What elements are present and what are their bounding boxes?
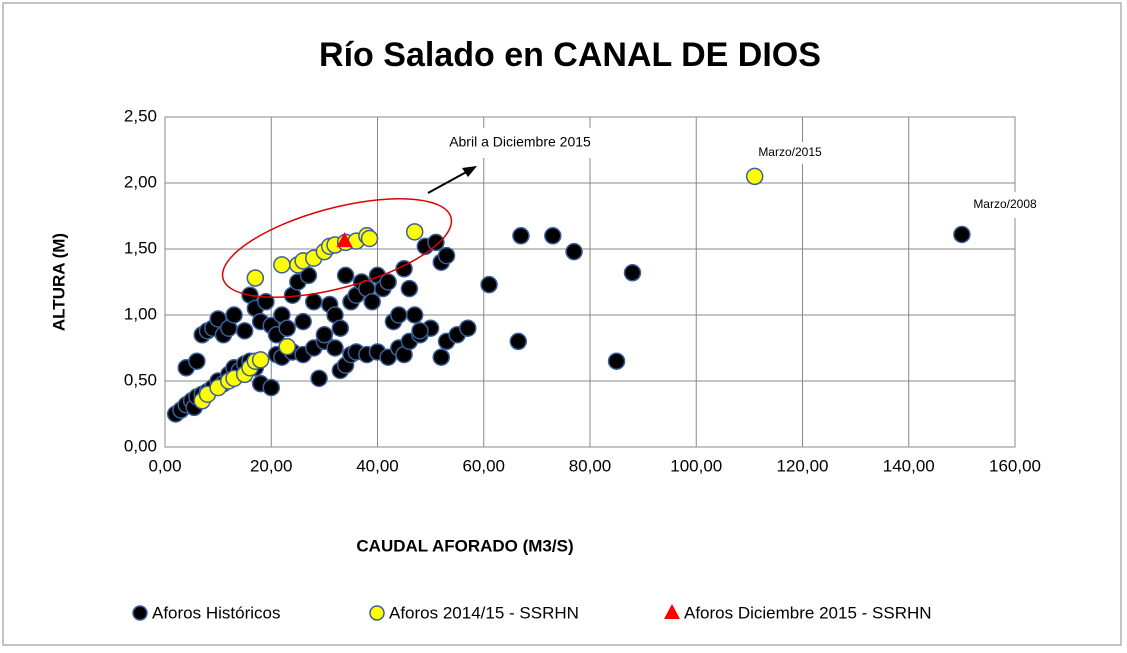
point [427, 233, 445, 252]
y-tick-label: 0,00 [124, 436, 157, 455]
point [480, 275, 498, 294]
point [278, 337, 296, 356]
chart-title: Río Salado en CANAL DE DIOS [319, 36, 821, 74]
point [509, 332, 528, 351]
point [432, 348, 450, 366]
x-tick-label: 140,00 [883, 456, 935, 475]
point [315, 326, 334, 344]
legend-marker [369, 605, 385, 621]
y-tick-label: 1,50 [124, 238, 157, 257]
point [326, 339, 344, 357]
y-tick-label: 2,00 [124, 172, 157, 191]
y-axis-label: ALTURA (M) [49, 233, 68, 331]
x-tick-label: 20,00 [250, 456, 293, 475]
point [294, 312, 312, 331]
annotation-box [958, 192, 1068, 218]
point [405, 223, 424, 241]
x-tick-label: 100,00 [670, 456, 722, 475]
point [623, 264, 642, 282]
point [379, 273, 397, 291]
point [336, 266, 355, 285]
legend-label: Aforos 2014/15 - SSRHN [389, 603, 579, 622]
x-axis-label: CAUDAL AFORADO (M3/S) [356, 536, 573, 555]
point [225, 306, 243, 324]
point [437, 246, 456, 265]
annotation-arrow [427, 169, 471, 194]
point [953, 225, 971, 244]
annotation: Abril a Diciembre 2015 [449, 134, 591, 150]
legend-label: Aforos Históricos [152, 603, 280, 622]
x-tick-label: 120,00 [777, 456, 829, 475]
point [251, 351, 270, 369]
x-tick-label: 60,00 [462, 456, 505, 475]
point [331, 319, 350, 337]
y-tick-label: 1,00 [124, 304, 157, 323]
point [305, 293, 323, 311]
point [459, 319, 477, 337]
point [512, 227, 530, 245]
point [278, 319, 296, 337]
point [262, 378, 280, 397]
point [390, 306, 408, 324]
point [235, 322, 254, 340]
point [336, 232, 353, 248]
y-tick-label: 0,50 [124, 370, 157, 389]
x-tick-label: 40,00 [356, 456, 399, 475]
point [607, 352, 626, 370]
point [405, 306, 424, 324]
annotation-box [745, 142, 835, 164]
point [745, 167, 764, 186]
point [360, 229, 379, 248]
legend-marker [132, 605, 148, 621]
point [565, 242, 583, 261]
point [363, 293, 381, 311]
point [400, 279, 419, 298]
legend-label: Aforos Diciembre 2015 - SSRHN [684, 603, 932, 622]
point [246, 269, 265, 287]
annotation: Marzo/2008 [973, 197, 1037, 211]
highlight-ellipse [221, 198, 453, 298]
point [188, 352, 206, 370]
annotation: Marzo/2015 [758, 145, 822, 159]
point [411, 322, 429, 340]
y-tick-label: 2,50 [124, 106, 157, 125]
annotation-box [410, 128, 630, 158]
x-tick-label: 160,00 [989, 456, 1041, 475]
x-tick-label: 0,00 [148, 456, 181, 475]
legend-marker [664, 604, 680, 619]
point [544, 227, 562, 245]
point [273, 256, 291, 274]
arrow-head [462, 166, 477, 177]
point [310, 369, 328, 388]
x-tick-label: 80,00 [569, 456, 612, 475]
